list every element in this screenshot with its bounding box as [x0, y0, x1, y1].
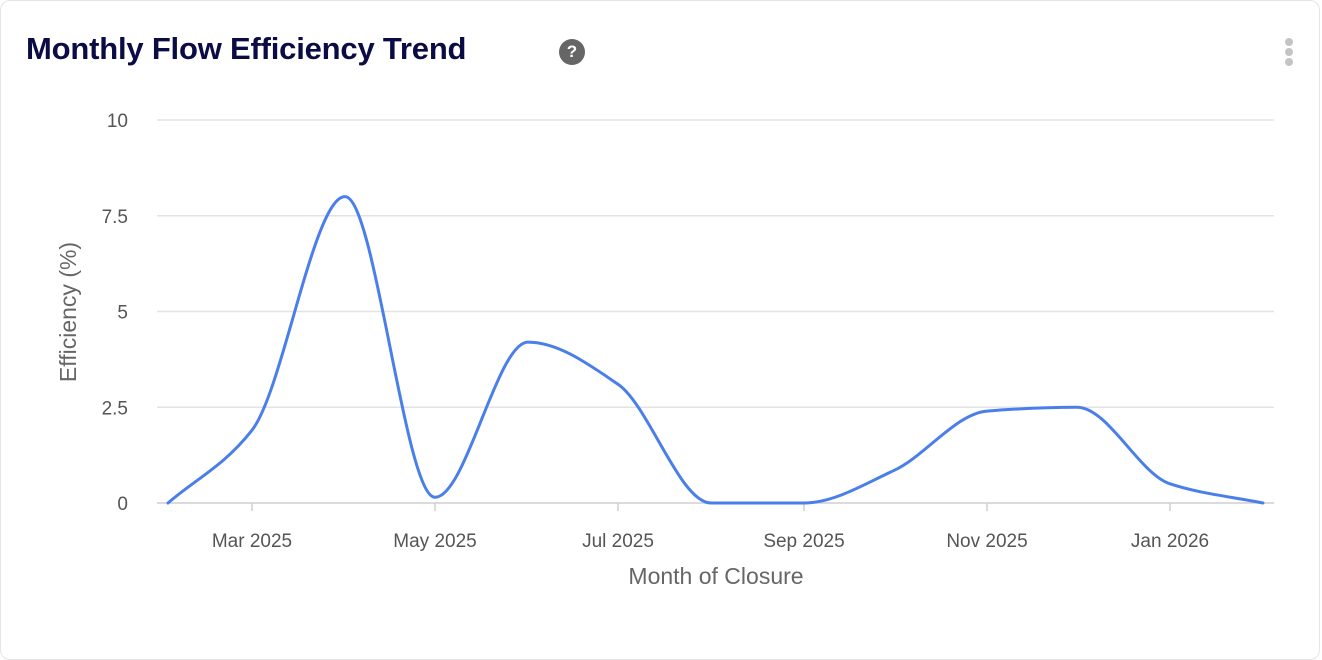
x-axis-label: Month of Closure — [628, 563, 803, 589]
y-axis-label: Efficiency (%) — [55, 242, 81, 382]
line-chart: 0 2.5 5 7.5 10 Mar 2025 May 2025 Jul 2025 Sep 2… — [55, 111, 1274, 589]
x-tick-label: Jul 2025 — [582, 531, 654, 552]
y-tick-label: 0 — [117, 494, 128, 515]
chart-title: Monthly Flow Efficiency Trend — [26, 31, 467, 66]
x-tick-label: May 2025 — [393, 531, 476, 552]
more-vertical-icon[interactable] — [1285, 38, 1295, 68]
y-tick-label: 2.5 — [102, 398, 128, 419]
y-tick-label: 10 — [107, 111, 128, 132]
x-tick-label: Nov 2025 — [946, 531, 1027, 552]
x-tick-label: Sep 2025 — [763, 531, 844, 552]
x-tick-label: Mar 2025 — [212, 531, 292, 552]
y-tick-label: 7.5 — [102, 207, 128, 228]
series-line — [166, 195, 1265, 505]
x-tick-label: Jan 2026 — [1131, 531, 1209, 552]
y-tick-label: 5 — [117, 303, 128, 324]
question-circle-icon[interactable]: ? — [559, 39, 585, 65]
